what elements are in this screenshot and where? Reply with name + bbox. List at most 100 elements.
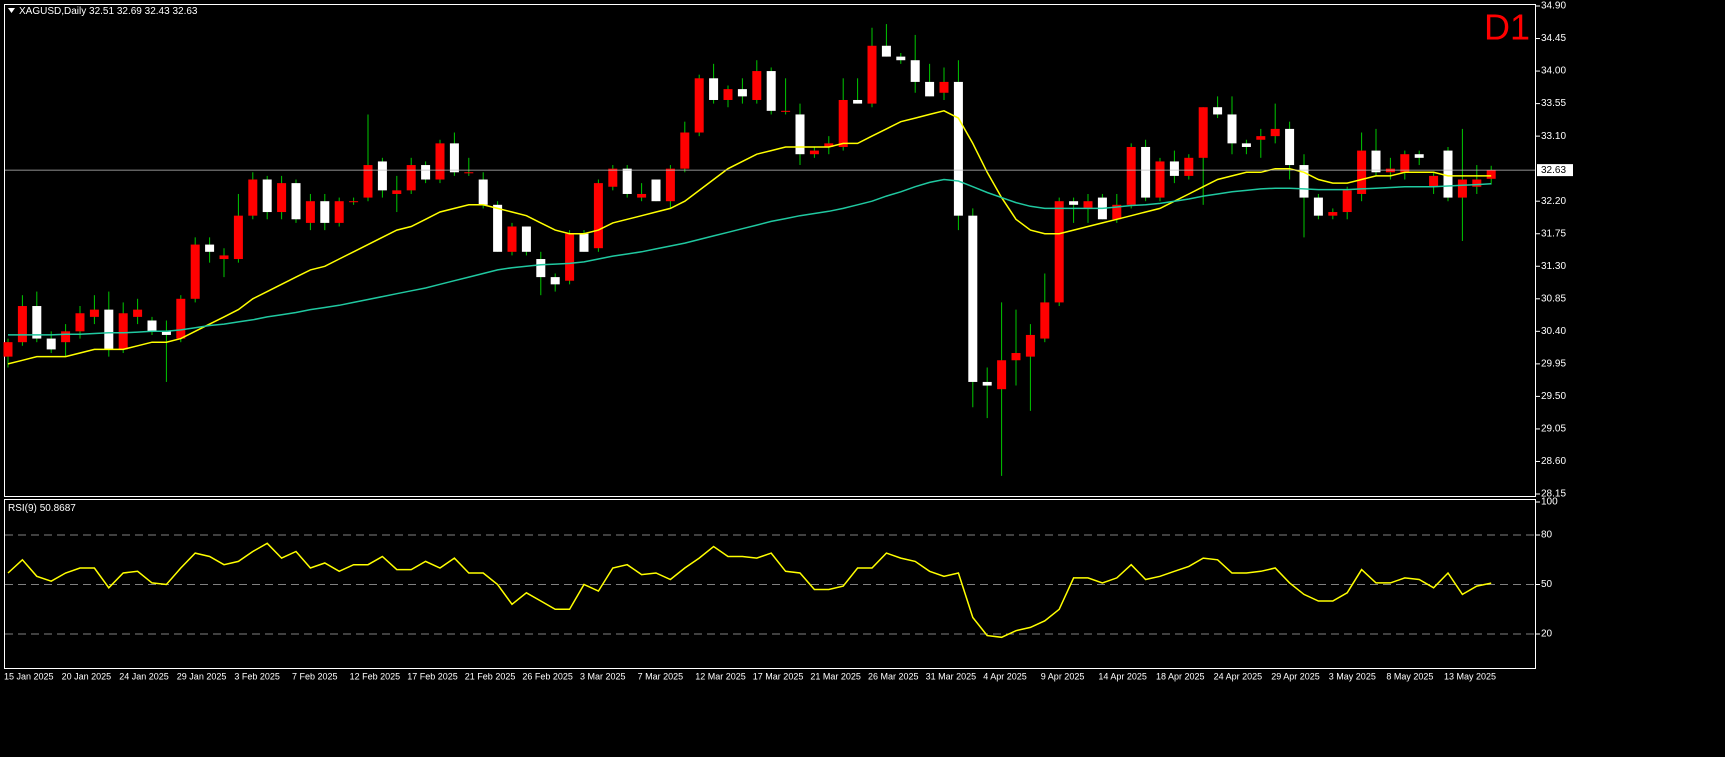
candle-body: [248, 179, 258, 216]
x-tick-label: 9 Apr 2025: [1041, 671, 1085, 681]
candle-body: [1112, 204, 1122, 220]
candle-body: [593, 183, 603, 249]
candle-body: [320, 201, 330, 223]
candle-body: [637, 193, 647, 198]
candle-body: [1285, 128, 1295, 166]
candle-body: [1270, 128, 1280, 137]
candle-body: [32, 306, 42, 339]
candle-body: [1429, 175, 1439, 187]
candle-body: [161, 331, 171, 335]
candle-body: [536, 259, 546, 278]
x-tick-label: 7 Mar 2025: [638, 671, 684, 681]
y-tick-label: 33.10: [1541, 131, 1566, 142]
candle-body: [622, 168, 632, 194]
x-tick-label: 21 Feb 2025: [465, 671, 516, 681]
candle-body: [1472, 179, 1482, 187]
candle-body: [133, 309, 143, 317]
open-value: 32.51: [89, 6, 114, 17]
candle-body: [939, 81, 949, 93]
y-tick-label: 31.75: [1541, 228, 1566, 239]
price-label: 32.63: [1541, 165, 1566, 176]
candle-body: [651, 179, 661, 202]
candle-body: [478, 179, 488, 205]
y-tick-label: 80: [1541, 530, 1553, 541]
y-tick-label: 29.50: [1541, 391, 1566, 402]
x-tick-label: 4 Apr 2025: [983, 671, 1027, 681]
x-tick-label: 3 Feb 2025: [234, 671, 280, 681]
x-tick-label: 7 Feb 2025: [292, 671, 338, 681]
x-tick-label: 15 Jan 2025: [4, 671, 54, 681]
candle-body: [219, 255, 229, 260]
low-value: 32.43: [145, 6, 170, 17]
candle-body: [1357, 150, 1367, 194]
candle-body: [1241, 143, 1251, 147]
x-tick-label: 14 Apr 2025: [1098, 671, 1147, 681]
candle-body: [1313, 197, 1323, 216]
rsi-panel-border: [4, 499, 1536, 669]
rsi-header: RSI(9) 50.8687: [8, 503, 76, 514]
candle-body: [493, 204, 503, 252]
candle-body: [1227, 114, 1237, 144]
x-tick-label: 3 May 2025: [1329, 671, 1376, 681]
candle-body: [1443, 150, 1453, 198]
candle-body: [694, 78, 704, 133]
candle-body: [233, 215, 243, 260]
candle-body: [363, 165, 373, 198]
candle-body: [1486, 170, 1496, 179]
candle-body: [421, 165, 431, 180]
x-tick-label: 20 Jan 2025: [62, 671, 112, 681]
candle-body: [723, 89, 733, 100]
indicator-line: [7, 110, 1492, 365]
candle-body: [1126, 146, 1136, 205]
price-panel-border: [4, 4, 1536, 497]
x-tick-label: 17 Feb 2025: [407, 671, 458, 681]
candle-body: [565, 233, 575, 281]
candle-body: [838, 99, 848, 147]
candle-body: [464, 172, 474, 174]
candle-body: [550, 277, 560, 285]
candle-body: [176, 298, 186, 339]
candle-body: [305, 201, 315, 223]
x-tick-label: 3 Mar 2025: [580, 671, 626, 681]
candle-body: [1083, 201, 1093, 209]
candle-body: [766, 71, 776, 111]
x-tick-label: 12 Mar 2025: [695, 671, 746, 681]
candle-body: [1040, 302, 1050, 339]
candle-body: [104, 309, 114, 350]
x-tick-label: 8 May 2025: [1386, 671, 1433, 681]
y-tick-label: 34.45: [1541, 33, 1566, 44]
candle-body: [61, 331, 71, 343]
x-tick-label: 26 Feb 2025: [522, 671, 573, 681]
candle-body: [507, 226, 517, 252]
y-tick-label: 20: [1541, 629, 1553, 640]
candle-body: [46, 338, 56, 350]
candle-body: [277, 183, 287, 213]
y-tick-label: 29.95: [1541, 359, 1566, 370]
chart-header: XAGUSD,Daily 32.51 32.69 32.43 32.63: [19, 6, 198, 17]
candle-body: [1069, 201, 1079, 205]
x-tick-label: 18 Apr 2025: [1156, 671, 1205, 681]
candle-body: [75, 313, 85, 332]
x-tick-label: 26 Mar 2025: [868, 671, 919, 681]
symbol-title: XAGUSD,Daily: [19, 6, 86, 17]
candle-body: [435, 143, 445, 180]
candle-body: [665, 168, 675, 202]
candle-body: [147, 320, 157, 332]
candle-body: [680, 132, 690, 169]
candle-body: [392, 190, 402, 194]
candle-body: [709, 78, 719, 100]
x-tick-label: 13 May 2025: [1444, 671, 1496, 681]
candle-body: [1400, 154, 1410, 173]
x-tick-label: 29 Jan 2025: [177, 671, 227, 681]
candle-body: [1213, 107, 1223, 115]
y-tick-label: 28.15: [1541, 489, 1566, 500]
candle-body: [968, 215, 978, 382]
candle-body: [349, 201, 359, 203]
x-tick-label: 17 Mar 2025: [753, 671, 804, 681]
candle-body: [1371, 150, 1381, 173]
candle-body: [262, 179, 272, 213]
candle-body: [1169, 161, 1179, 176]
y-tick-label: 50: [1541, 579, 1553, 590]
candle-body: [1457, 179, 1467, 198]
